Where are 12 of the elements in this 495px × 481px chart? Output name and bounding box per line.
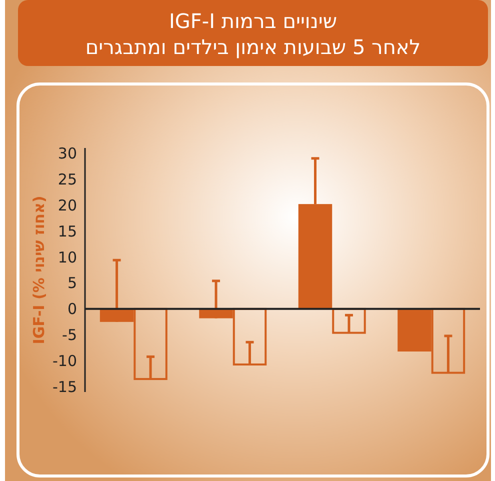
y-tick-label: 15 <box>58 222 77 240</box>
chart-title: שינויים ברמות IGF-I לאחר 5 שבועות אימון בילדים ומתבגרים <box>85 9 421 59</box>
y-tick-label: -15 <box>52 378 77 396</box>
y-tick-label: 0 <box>67 300 77 318</box>
y-tick-label: 5 <box>67 274 77 292</box>
y-tick-label: -10 <box>52 352 77 370</box>
y-axis-title: IGF-I (% אחוז שינוי) <box>30 196 48 344</box>
y-tick-label: 10 <box>58 248 77 266</box>
y-tick-label: 30 <box>58 144 77 162</box>
y-tick-label: 25 <box>58 170 77 188</box>
y-tick-label: 20 <box>58 196 77 214</box>
y-tick-label: -5 <box>62 326 77 344</box>
